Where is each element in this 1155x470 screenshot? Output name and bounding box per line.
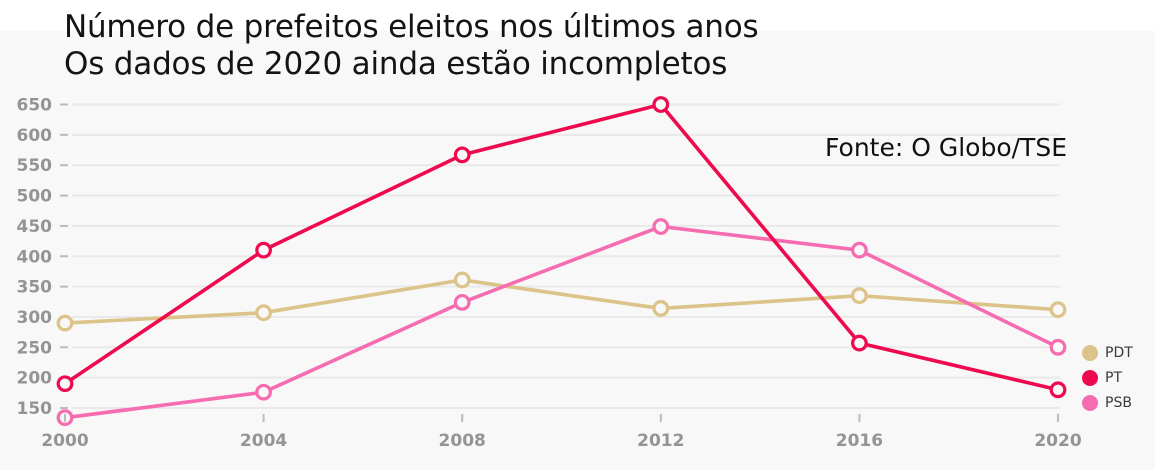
data-point-psb [453, 293, 471, 311]
y-tick-label: 600 [17, 126, 53, 146]
x-tick-label: 2000 [41, 431, 88, 451]
y-tick-label: 650 [17, 96, 53, 116]
legend-item-pdt: PDT [1082, 345, 1133, 361]
data-point-psb [1049, 338, 1067, 356]
y-tick-label: 300 [17, 308, 53, 328]
data-point-pt [851, 334, 868, 352]
series-line-pt [63, 102, 1060, 392]
data-point-pdt [851, 287, 868, 305]
data-point-pdt [1049, 301, 1067, 319]
gridlines: 650 600 550 500 450 400 350 300 250 200 150 [17, 96, 1060, 419]
x-tick-label: 2020 [1034, 431, 1081, 451]
y-tick-label: 550 [17, 156, 53, 176]
x-tick-label: 2004 [240, 431, 287, 451]
data-point-psb [851, 241, 868, 259]
y-tick-label: 500 [17, 187, 53, 207]
source-note: Fonte: O Globo/TSE [825, 133, 1067, 162]
legend-item-psb: PSB [1082, 395, 1133, 411]
series-line-psb [63, 224, 1060, 420]
chart-title: Número de prefeitos eleitos nos últimos … [64, 9, 759, 45]
y-tick-label: 250 [17, 338, 53, 358]
y-tick-label: 200 [17, 369, 53, 389]
y-tick-label: 350 [17, 278, 53, 298]
y-tick-label: 400 [17, 247, 53, 267]
x-tick-label: 2012 [637, 431, 684, 451]
data-point-pt [1049, 381, 1067, 399]
data-point-pt [453, 146, 471, 164]
y-tick-label: 150 [17, 399, 53, 419]
data-point-pdt [255, 304, 273, 322]
series-line-pdt [63, 278, 1060, 325]
chart-subtitle: Os dados de 2020 ainda estão incompletos [64, 46, 728, 82]
x-axis: 2000 2004 2008 2012 2016 2020 [41, 414, 1082, 451]
legend-dot-psb [1082, 395, 1098, 411]
data-point-pt [56, 375, 74, 393]
legend-label: PSB [1105, 395, 1132, 411]
legend: PDT PT PSB [1082, 345, 1133, 411]
y-tick-label: 450 [17, 217, 53, 237]
data-point-psb [255, 383, 273, 401]
title-block: Número de prefeitos eleitos nos últimos … [64, 9, 759, 83]
data-point-psb [652, 218, 670, 235]
legend-dot-pdt [1082, 345, 1098, 361]
x-tick-label: 2008 [439, 431, 486, 451]
legend-label: PT [1105, 370, 1122, 386]
data-point-pt [255, 241, 273, 259]
legend-dot-pt [1082, 370, 1098, 386]
series-lines [56, 96, 1067, 427]
data-point-pdt [453, 271, 471, 289]
data-point-pdt [56, 314, 74, 332]
data-point-pt [652, 96, 670, 113]
legend-label: PDT [1105, 345, 1133, 361]
data-point-pdt [652, 300, 670, 317]
legend-item-pt: PT [1082, 370, 1133, 386]
x-tick-label: 2016 [836, 431, 883, 451]
